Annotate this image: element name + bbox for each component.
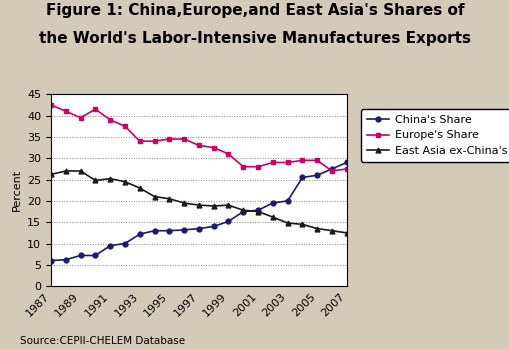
Line: East Asia ex-China's Share: East Asia ex-China's Share: [48, 169, 349, 235]
Europe's Share: [225, 152, 231, 156]
China's Share: [48, 259, 54, 263]
Europe's Share: [63, 109, 69, 113]
China's Share: [151, 229, 157, 233]
Europe's Share: [136, 139, 143, 143]
Europe's Share: [166, 137, 172, 141]
China's Share: [92, 253, 98, 258]
East Asia ex-China's Share: [254, 209, 261, 214]
Europe's Share: [284, 161, 290, 165]
Europe's Share: [77, 116, 83, 120]
East Asia ex-China's Share: [225, 203, 231, 207]
China's Share: [195, 227, 202, 231]
China's Share: [166, 229, 172, 233]
East Asia ex-China's Share: [122, 180, 128, 184]
China's Share: [225, 219, 231, 223]
Text: Figure 1: China,Europe,and East Asia's Shares of: Figure 1: China,Europe,and East Asia's S…: [46, 3, 463, 18]
China's Share: [107, 244, 113, 248]
East Asia ex-China's Share: [210, 204, 216, 208]
Europe's Share: [92, 107, 98, 111]
East Asia ex-China's Share: [63, 169, 69, 173]
East Asia ex-China's Share: [181, 201, 187, 205]
Text: Source:CEPII-CHELEM Database: Source:CEPII-CHELEM Database: [20, 335, 185, 346]
Europe's Share: [195, 143, 202, 148]
Legend: China's Share, Europe's Share, East Asia ex-China's Share: China's Share, Europe's Share, East Asia…: [360, 109, 509, 162]
Europe's Share: [48, 103, 54, 107]
Europe's Share: [314, 158, 320, 162]
East Asia ex-China's Share: [299, 222, 305, 227]
East Asia ex-China's Share: [151, 194, 157, 199]
China's Share: [299, 175, 305, 179]
China's Share: [314, 173, 320, 177]
China's Share: [181, 228, 187, 232]
China's Share: [269, 201, 275, 205]
East Asia ex-China's Share: [48, 172, 54, 177]
Europe's Share: [254, 165, 261, 169]
East Asia ex-China's Share: [107, 177, 113, 181]
China's Share: [210, 224, 216, 229]
Europe's Share: [343, 167, 349, 171]
Europe's Share: [299, 158, 305, 162]
China's Share: [77, 253, 83, 258]
China's Share: [136, 232, 143, 236]
East Asia ex-China's Share: [328, 229, 334, 233]
Europe's Share: [210, 146, 216, 150]
East Asia ex-China's Share: [166, 196, 172, 201]
East Asia ex-China's Share: [136, 186, 143, 190]
Europe's Share: [269, 161, 275, 165]
China's Share: [240, 209, 246, 214]
China's Share: [284, 199, 290, 203]
Europe's Share: [328, 169, 334, 173]
China's Share: [63, 258, 69, 262]
East Asia ex-China's Share: [240, 208, 246, 212]
Europe's Share: [240, 165, 246, 169]
Line: China's Share: China's Share: [48, 160, 349, 263]
Europe's Share: [107, 118, 113, 122]
Y-axis label: Percent: Percent: [12, 169, 21, 211]
Europe's Share: [122, 124, 128, 128]
China's Share: [343, 161, 349, 165]
Line: Europe's Share: Europe's Share: [48, 103, 349, 173]
East Asia ex-China's Share: [343, 231, 349, 235]
East Asia ex-China's Share: [92, 178, 98, 183]
China's Share: [254, 208, 261, 212]
Europe's Share: [151, 139, 157, 143]
East Asia ex-China's Share: [314, 227, 320, 231]
Text: the World's Labor-Intensive Manufactures Exports: the World's Labor-Intensive Manufactures…: [39, 31, 470, 46]
East Asia ex-China's Share: [195, 203, 202, 207]
East Asia ex-China's Share: [284, 221, 290, 225]
China's Share: [328, 167, 334, 171]
Europe's Share: [181, 137, 187, 141]
China's Share: [122, 242, 128, 246]
East Asia ex-China's Share: [77, 169, 83, 173]
East Asia ex-China's Share: [269, 215, 275, 219]
